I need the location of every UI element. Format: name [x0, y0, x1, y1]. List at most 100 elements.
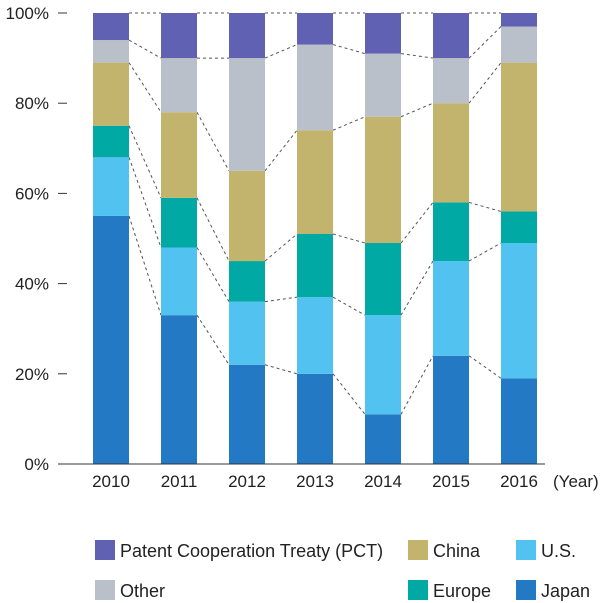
x-axis-label: (Year) — [553, 472, 599, 491]
bar-china-2016 — [501, 62, 537, 212]
bar-europe-2016 — [501, 211, 537, 244]
x-tick-label: 2012 — [228, 472, 266, 491]
connector-line — [264, 296, 298, 303]
legend-label: Europe — [433, 581, 491, 601]
bar-europe-2012 — [229, 261, 265, 302]
bar-patent-cooperation-treaty-pct-2013 — [297, 13, 333, 45]
bar-u-s-2010 — [93, 157, 129, 216]
y-tick-label: 0% — [24, 455, 49, 474]
connector-line — [332, 44, 366, 55]
axis-group: 0% 20% 40% 60% 80% 100% 2010 2011 2012 2013 2014 20… — [6, 4, 599, 491]
y-tick-label: 80% — [15, 94, 49, 113]
connector-line — [400, 202, 434, 244]
bar-europe-2011 — [161, 197, 197, 248]
connector-line — [400, 355, 434, 415]
connector-line — [128, 215, 162, 316]
bar-patent-cooperation-treaty-pct-2016 — [501, 13, 537, 27]
bar-japan-2016 — [501, 378, 537, 464]
connector-line — [332, 233, 366, 244]
bar-patent-cooperation-treaty-pct-2012 — [229, 13, 265, 59]
bar-europe-2013 — [297, 233, 333, 298]
bar-u-s-2015 — [433, 261, 469, 356]
bar-other-2014 — [365, 53, 401, 117]
connector-line — [196, 197, 230, 262]
bar-china-2013 — [297, 130, 333, 234]
legend-swatch — [95, 580, 115, 600]
legend-swatch — [516, 580, 536, 600]
connector-line — [264, 364, 298, 375]
y-tick-label: 100% — [6, 4, 49, 23]
bar-other-2016 — [501, 26, 537, 63]
connector-line — [196, 247, 230, 302]
connector-line — [468, 355, 502, 379]
bar-other-2012 — [229, 58, 265, 171]
bar-china-2012 — [229, 170, 265, 262]
bar-u-s-2012 — [229, 301, 265, 365]
bar-patent-cooperation-treaty-pct-2015 — [433, 13, 469, 59]
legend: Patent Cooperation Treaty (PCT) China U.S.… — [95, 540, 590, 601]
y-tick-label: 20% — [15, 365, 49, 384]
bar-china-2014 — [365, 116, 401, 244]
bar-china-2011 — [161, 112, 197, 198]
bar-other-2015 — [433, 58, 469, 104]
bar-japan-2012 — [229, 364, 265, 464]
x-tick-label: 2010 — [92, 472, 130, 491]
x-tick-label: 2013 — [296, 472, 334, 491]
connector-line — [128, 125, 162, 199]
connector-line — [400, 53, 434, 59]
bar-europe-2010 — [93, 125, 129, 158]
x-tick-label: 2011 — [161, 472, 198, 491]
x-tick-label: 2014 — [364, 472, 402, 491]
legend-label: Other — [120, 581, 165, 601]
legend-label: Japan — [541, 581, 590, 601]
connector-line — [332, 116, 366, 131]
bar-u-s-2011 — [161, 247, 197, 316]
bar-patent-cooperation-treaty-pct-2014 — [365, 13, 401, 54]
legend-swatch — [516, 540, 536, 560]
bar-japan-2013 — [297, 373, 333, 464]
bar-japan-2014 — [365, 414, 401, 464]
legend-label: China — [433, 541, 481, 561]
connector-line — [400, 260, 434, 316]
y-tick-label: 40% — [15, 275, 49, 294]
legend-label: Patent Cooperation Treaty (PCT) — [120, 541, 383, 561]
bar-japan-2010 — [93, 215, 129, 464]
connector-line — [468, 242, 502, 262]
bar-china-2010 — [93, 62, 129, 126]
x-tick-label: 2016 — [500, 472, 538, 491]
bar-other-2010 — [93, 40, 129, 63]
legend-label: U.S. — [541, 541, 576, 561]
connector-line — [264, 44, 298, 59]
bar-china-2015 — [433, 103, 469, 203]
y-tick-label: 60% — [15, 184, 49, 203]
bar-u-s-2016 — [501, 243, 537, 379]
connector-line — [128, 157, 162, 248]
bar-europe-2014 — [365, 243, 401, 316]
bar-u-s-2013 — [297, 297, 333, 374]
bar-europe-2015 — [433, 202, 469, 262]
connector-line — [128, 39, 162, 59]
legend-swatch — [408, 580, 428, 600]
bar-patent-cooperation-treaty-pct-2011 — [161, 13, 197, 59]
bar-japan-2015 — [433, 355, 469, 464]
connector-line — [196, 314, 230, 366]
legend-swatch — [95, 540, 115, 560]
bar-japan-2011 — [161, 315, 197, 464]
connector-lines — [128, 12, 502, 415]
connector-line — [264, 129, 298, 172]
connector-line — [468, 62, 502, 104]
bar-other-2013 — [297, 44, 333, 131]
connector-line — [468, 201, 502, 212]
connector-line — [332, 296, 366, 316]
connector-line — [196, 111, 230, 172]
legend-swatch — [408, 540, 428, 560]
connector-line — [264, 233, 298, 262]
bar-u-s-2014 — [365, 315, 401, 415]
connector-line — [400, 102, 434, 118]
bar-patent-cooperation-treaty-pct-2010 — [93, 13, 129, 41]
bar-other-2011 — [161, 58, 197, 113]
bars-group — [93, 13, 537, 464]
x-tick-label: 2015 — [432, 472, 470, 491]
connector-line — [468, 26, 502, 59]
